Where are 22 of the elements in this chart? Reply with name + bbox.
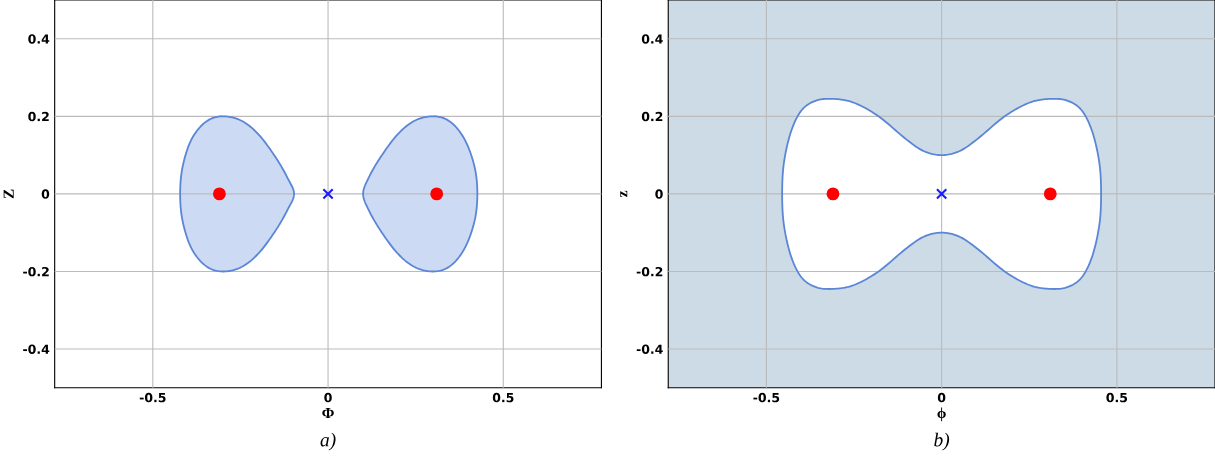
- x-tick-label: 0.5: [1106, 392, 1128, 403]
- text: a): [320, 432, 336, 451]
- x-tick-label: 0.5: [492, 392, 514, 403]
- y-tick-label: 0: [655, 189, 663, 199]
- y-tick-label: 0.4: [28, 34, 50, 44]
- y-tick-label: -0.2: [23, 266, 49, 277]
- y-axis-title: z: [620, 190, 628, 197]
- y-tick-label: -0.2: [636, 266, 663, 277]
- y-axis-title: Z: [3, 189, 14, 199]
- y-tick-label: 0: [41, 189, 50, 199]
- y-tick-label: 0.2: [28, 111, 49, 122]
- x-tick-label: -0.5: [139, 392, 166, 403]
- x-tick-label: 0: [937, 392, 946, 403]
- x-tick-label: -0.5: [753, 392, 780, 403]
- y-tick-label: 0.2: [641, 111, 663, 122]
- y-tick-label: -0.4: [636, 344, 663, 354]
- y-tick-label: -0.4: [23, 344, 50, 354]
- x-axis-title: Φ: [322, 408, 334, 419]
- text: b): [934, 432, 950, 451]
- y-tick-label: 0.4: [641, 34, 663, 44]
- x-axis-title: ϕ: [937, 407, 946, 422]
- x-tick-label: 0: [324, 392, 332, 403]
